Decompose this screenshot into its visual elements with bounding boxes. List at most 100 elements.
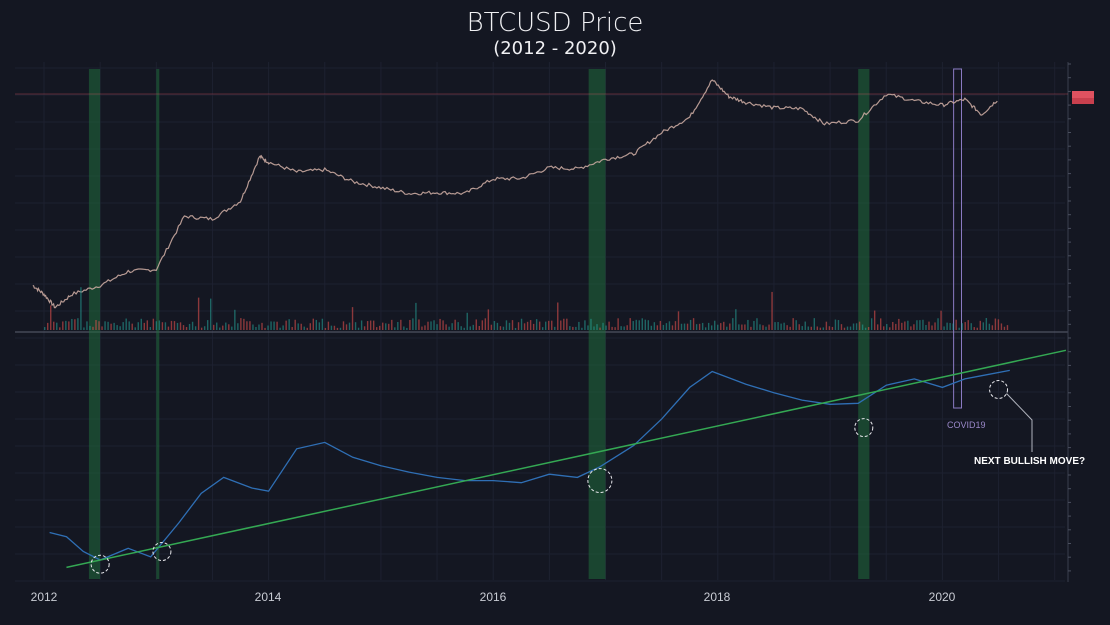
volume-bar <box>56 322 58 330</box>
volume-bar <box>89 325 91 330</box>
volume-bar <box>614 327 616 330</box>
volume-bar <box>889 327 891 330</box>
volume-bar <box>415 302 417 330</box>
volume-bar <box>291 326 293 330</box>
volume-bar <box>723 321 725 330</box>
volume-bar <box>336 327 339 330</box>
volume-bar <box>379 325 381 330</box>
highlight-band <box>858 69 870 579</box>
volume-bar <box>789 326 791 330</box>
volume-bar <box>873 310 876 330</box>
volume-bar <box>249 321 251 330</box>
volume-bar <box>599 327 601 330</box>
volume-bar <box>994 318 997 330</box>
volume-bar <box>50 305 52 330</box>
volume-bar <box>698 323 701 330</box>
volume-bar <box>125 318 127 330</box>
volume-bar <box>692 318 695 330</box>
volume-bar <box>523 323 526 330</box>
volume-bar <box>707 322 710 330</box>
volume-bar <box>644 319 646 330</box>
volume-bar <box>925 324 927 330</box>
volume-bar <box>466 312 468 330</box>
volume-bar <box>264 327 266 330</box>
volume-bar <box>961 323 963 330</box>
volume-bar <box>529 320 532 330</box>
volume-bar <box>762 325 764 330</box>
volume-bar <box>436 324 438 330</box>
volume-bar <box>732 318 734 330</box>
volume-bar <box>403 326 405 330</box>
volume-bar <box>988 323 991 330</box>
volume-bar <box>801 326 803 330</box>
volume-bar <box>285 320 287 330</box>
volume-bar <box>481 320 484 330</box>
volume-bar <box>846 326 849 330</box>
volume-bar <box>342 321 345 330</box>
volume-bar <box>478 325 481 330</box>
volume-bar <box>65 320 67 330</box>
volume-bar <box>701 322 704 330</box>
volume-bar <box>880 318 882 330</box>
volume-bar <box>321 318 324 330</box>
volume-bar <box>756 318 758 330</box>
volume-bar <box>578 321 580 330</box>
volume-bar <box>261 322 263 330</box>
volume-bar <box>354 322 357 330</box>
annotation-pointer <box>1006 393 1033 452</box>
volume-bar <box>931 325 933 330</box>
volume-bar <box>1006 325 1009 330</box>
volume-bar <box>783 322 785 330</box>
volume-bar <box>867 327 870 330</box>
volume-bar <box>270 321 272 330</box>
volume-bar <box>98 321 100 330</box>
volume-bar <box>1003 326 1006 330</box>
volume-bar <box>852 323 855 330</box>
volume-bar <box>774 322 776 330</box>
volume-bar <box>617 318 619 330</box>
touch-point-circle <box>989 379 1009 399</box>
volume-bar <box>677 311 680 330</box>
volume-bar <box>472 324 474 330</box>
volume-bar <box>934 322 936 330</box>
volume-bar <box>59 327 61 330</box>
volume-bar <box>638 320 640 330</box>
volume-bar <box>810 326 812 330</box>
volume-bar <box>164 322 167 330</box>
volume-bar <box>946 322 948 330</box>
volume-bar <box>309 323 311 330</box>
volume-bar <box>922 319 924 330</box>
volume-bar <box>535 319 538 330</box>
volume-bar <box>185 327 188 330</box>
volume-bar <box>457 322 459 330</box>
volume-bar <box>659 320 662 330</box>
volume-bar <box>206 320 209 330</box>
volume-bar <box>907 320 909 330</box>
volume-bar <box>901 322 903 330</box>
volume-bar <box>575 326 577 330</box>
volume-bar <box>662 324 665 330</box>
volume-bar <box>768 324 770 330</box>
volume-bar <box>499 326 502 330</box>
volume-bar <box>372 320 375 330</box>
volume-bar <box>95 319 97 330</box>
volume-bar <box>861 324 864 330</box>
volume-bar <box>919 320 921 330</box>
volume-bar <box>834 319 837 330</box>
volume-bar <box>904 321 906 330</box>
volume-bar <box>463 327 465 330</box>
volume-bar <box>469 326 471 330</box>
price-tag <box>1072 91 1094 98</box>
volume-bar <box>409 319 411 330</box>
volume-bar <box>695 324 698 330</box>
volume-bar <box>526 321 529 330</box>
volume-bar <box>514 327 517 330</box>
volume-bar <box>173 321 176 330</box>
volume-bar <box>795 320 797 330</box>
touch-point-circle <box>854 418 874 438</box>
volume-bar <box>400 319 402 330</box>
highlight-band <box>88 69 101 579</box>
indicator-line <box>49 369 1010 561</box>
price-series-line <box>32 79 998 309</box>
volume-bar <box>680 323 683 330</box>
